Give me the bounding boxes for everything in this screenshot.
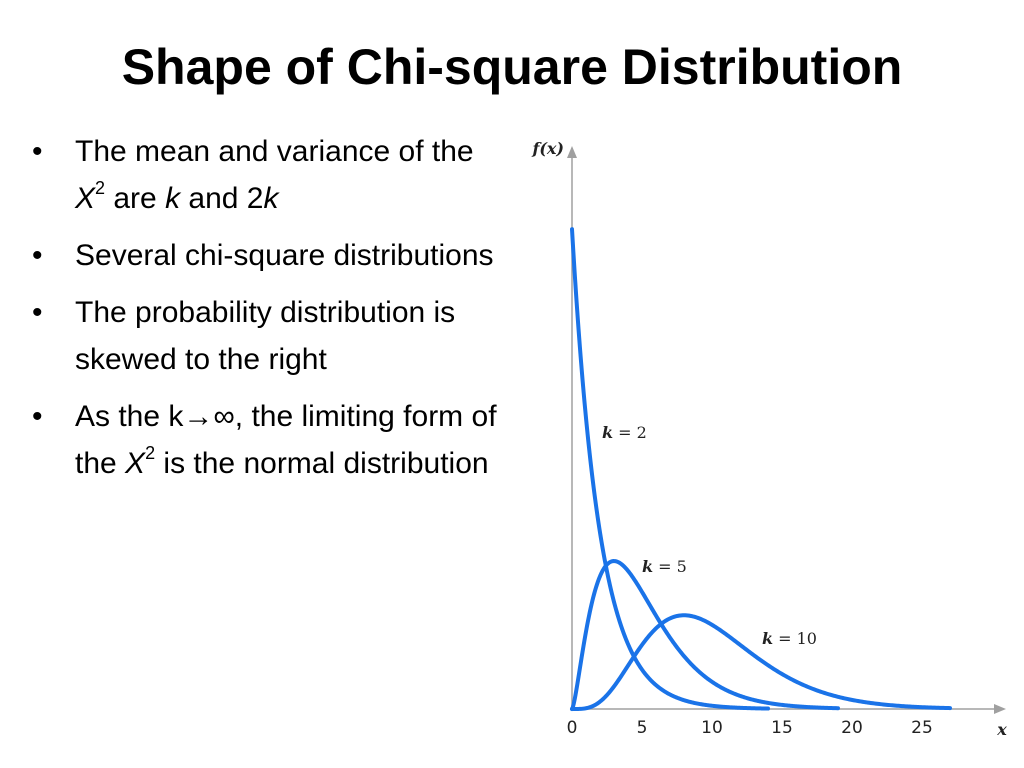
bullet-text-run: are	[105, 182, 166, 215]
x-tick-label: 5	[637, 718, 648, 738]
bullet-item: • As the k→∞, the limiting form of the X2…	[30, 393, 500, 487]
bullet-item: • The mean and variance of the X2 are k a…	[30, 128, 500, 222]
bullet-text-run: k	[263, 182, 279, 215]
bullet-text: The probability distribution is skewed t…	[75, 289, 500, 383]
series-line-1	[570, 227, 770, 711]
bullet-text-run: 2	[145, 443, 156, 463]
bullet-list: • The mean and variance of the X2 are k a…	[30, 128, 500, 497]
bullet-item: • Several chi-square distributions	[30, 232, 500, 279]
bullet-text-run: X	[75, 182, 96, 215]
bullet-dot: •	[32, 135, 43, 168]
y-axis-title: f(x)	[531, 139, 564, 158]
bullet-dot: •	[32, 296, 43, 329]
series-label-k: k	[602, 423, 613, 442]
bullet-text-run: X	[125, 447, 146, 480]
bullet-text: The mean and variance of the X2 are k an…	[75, 128, 500, 222]
bullet-text-run: is the normal distribution	[155, 447, 489, 480]
x-tick-label: 20	[841, 718, 863, 738]
y-axis-arrow	[567, 146, 577, 158]
series-line-2	[570, 559, 840, 711]
bullet-text-run: The probability distribution is skewed t…	[75, 296, 456, 376]
series-label-value: = 5	[658, 557, 687, 576]
x-tick-label: 0	[567, 718, 578, 738]
bullet-text: Several chi-square distributions	[75, 232, 500, 279]
bullet-dot: •	[32, 239, 43, 272]
series-label-k: k	[762, 629, 773, 648]
bullet-text-run: and 2	[180, 182, 264, 215]
series-label-value: = 10	[778, 629, 817, 648]
series-label-1: k = 2	[602, 423, 647, 442]
bullet-text-run: k	[165, 182, 181, 215]
slide-title: Shape of Chi-square Distribution	[121, 39, 903, 95]
bullet-text-run: The mean and variance of the	[75, 135, 474, 168]
bullet-text-run: As the k→∞, the limiting form of the	[75, 400, 497, 480]
series-label-value: = 2	[618, 423, 647, 442]
bullet-dot: •	[32, 400, 43, 433]
x-tick-label: 15	[771, 718, 793, 738]
series-line-3	[570, 613, 952, 711]
series-label-2: k = 5	[642, 557, 687, 576]
bullet-item: • The probability distribution is skewed …	[30, 289, 500, 383]
x-axis-title: x	[996, 720, 1007, 739]
bullet-text-run: Several chi-square distributions	[75, 239, 494, 272]
x-tick-label: 10	[701, 718, 723, 738]
x-axis-arrow	[994, 704, 1006, 714]
chi-square-chart: 0 5 10 15 20 25 x f(x) k = 2 k = 5 k = 10	[531, 139, 1007, 739]
bullet-text-run: 2	[95, 178, 106, 198]
series-label-3: k = 10	[762, 629, 817, 648]
x-tick-label: 25	[911, 718, 933, 738]
series-label-k: k	[642, 557, 653, 576]
bullet-text: As the k→∞, the limiting form of the X2 …	[75, 393, 500, 487]
